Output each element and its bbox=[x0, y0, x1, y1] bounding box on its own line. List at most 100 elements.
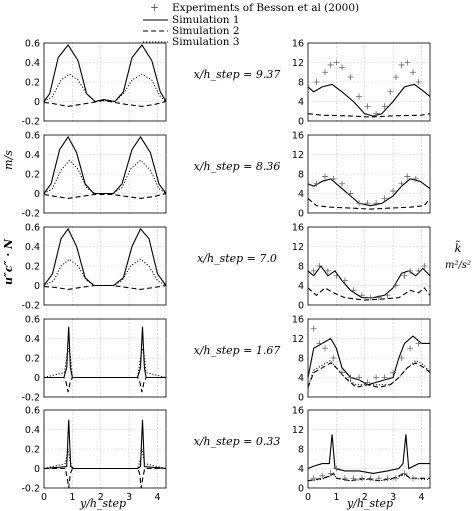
panel-frame bbox=[307, 318, 431, 398]
panel-frame bbox=[43, 409, 167, 489]
legend: + Experiments of Besson et al (2000) Sim… bbox=[143, 1, 359, 48]
experiment-point bbox=[415, 340, 422, 347]
y-tick-label: 0.4 bbox=[25, 150, 40, 161]
panel-right-1: 0 4 8 12 16 bbox=[292, 39, 431, 128]
y-tick-label: 16 bbox=[292, 131, 304, 142]
series-sim2 bbox=[43, 99, 167, 107]
experiment-point bbox=[421, 263, 428, 269]
station-label: x/h_step = 8.36 bbox=[194, 160, 281, 173]
panel-frame bbox=[43, 42, 167, 122]
experiment-point bbox=[415, 267, 422, 274]
experiment-point bbox=[404, 173, 411, 180]
experiment-point bbox=[381, 374, 388, 381]
series-sim2 bbox=[44, 467, 166, 489]
experiment-point bbox=[339, 64, 346, 71]
y-tick-label: 16 bbox=[292, 39, 304, 50]
y-tick-label: 12 bbox=[292, 425, 304, 436]
panel-right-2: 0 4 8 12 16 bbox=[292, 131, 431, 220]
experiment-point bbox=[319, 472, 326, 479]
y-tick-label: 4 bbox=[298, 464, 304, 475]
station-label: x/h_step = 7.0 bbox=[197, 252, 277, 265]
experiment-point bbox=[330, 355, 337, 361]
y-tick-label: 0.2 bbox=[25, 354, 40, 365]
series-sim3 bbox=[43, 448, 167, 469]
y-tick-label: 0 bbox=[298, 117, 304, 128]
y-tick-label: 4 bbox=[298, 281, 304, 292]
series-sim1 bbox=[43, 135, 167, 195]
series-sim2 bbox=[307, 287, 431, 301]
y-tick-label: 12 bbox=[292, 150, 304, 161]
experiment-point bbox=[339, 369, 346, 376]
experiment-point bbox=[350, 287, 357, 294]
experiment-point bbox=[356, 374, 363, 381]
y-tick-label: 12 bbox=[292, 58, 304, 69]
experiment-point bbox=[310, 325, 317, 332]
experiment-point bbox=[390, 369, 397, 376]
x-tick-label: 4 bbox=[418, 492, 424, 503]
x-tick-label: 2 bbox=[362, 492, 368, 503]
experiment-point bbox=[339, 180, 346, 187]
y-tick-label: 0 bbox=[298, 393, 304, 404]
experiment-point bbox=[333, 465, 340, 472]
y-tick-label: -0.2 bbox=[21, 117, 40, 128]
series-sim3 bbox=[43, 159, 167, 194]
panel-frame bbox=[43, 226, 167, 306]
left-yunit: m/s bbox=[2, 150, 15, 170]
y-tick-label: 8 bbox=[298, 354, 304, 365]
y-tick-label: 0.4 bbox=[25, 242, 40, 253]
x-tick-label: 1 bbox=[69, 492, 75, 503]
y-tick-label: 0 bbox=[34, 464, 40, 475]
panel-right-4: 0 4 8 12 16 bbox=[292, 315, 431, 404]
series-sim3 bbox=[43, 348, 167, 378]
y-tick-label: 0.6 bbox=[25, 406, 40, 417]
y-tick-label: 0 bbox=[298, 484, 304, 495]
y-tick-label: 8 bbox=[298, 170, 304, 181]
experiment-point bbox=[358, 292, 365, 299]
experiment-point bbox=[322, 173, 329, 180]
panel-left-5: -0.200.20.40.60 1 2 3 4 bbox=[21, 406, 167, 503]
y-tick-label: 12 bbox=[292, 334, 304, 345]
series-sim1 bbox=[43, 44, 167, 103]
experiment-point bbox=[358, 475, 365, 482]
experiment-point bbox=[398, 355, 405, 361]
experiment-point bbox=[347, 190, 354, 197]
experiment-point bbox=[412, 175, 419, 182]
experiment-point bbox=[324, 267, 331, 274]
y-tick-label: 0.6 bbox=[25, 223, 40, 234]
experiment-point bbox=[387, 88, 394, 95]
y-tick-label: 8 bbox=[298, 78, 304, 89]
y-tick-label: 0 bbox=[34, 281, 40, 292]
panel-frame bbox=[307, 226, 431, 306]
left-ylabel: u″c″ · N bbox=[2, 238, 15, 285]
right-ylabel: k̃ bbox=[455, 241, 462, 255]
y-tick-label: 16 bbox=[292, 315, 304, 326]
experiment-point bbox=[381, 195, 388, 202]
experiment-point bbox=[347, 374, 354, 381]
series-sim3 bbox=[307, 472, 430, 482]
station-label: x/h_step = 9.37 bbox=[194, 68, 281, 81]
experiment-point bbox=[310, 267, 317, 274]
experiment-point bbox=[375, 294, 382, 301]
experiment-point bbox=[364, 103, 371, 110]
experiment-point bbox=[316, 340, 323, 347]
experiment-point bbox=[327, 61, 334, 68]
legend-label-sim3: Simulation 3 bbox=[172, 36, 240, 48]
x-tick-label: 1 bbox=[333, 492, 339, 503]
experiment-point bbox=[313, 180, 320, 187]
legend-label-experiments: Experiments of Besson et al (2000) bbox=[172, 2, 359, 14]
x-tick-label: 0 bbox=[41, 492, 47, 503]
y-tick-label: 0.6 bbox=[25, 315, 40, 326]
experiment-point bbox=[392, 74, 399, 81]
experiment-point bbox=[401, 470, 408, 477]
x-tick-label: 2 bbox=[98, 492, 104, 503]
experiment-point bbox=[313, 79, 320, 85]
experiment-point bbox=[373, 110, 380, 117]
panel-frame bbox=[307, 42, 431, 122]
experiment-point bbox=[341, 475, 348, 482]
experiment-point bbox=[322, 69, 329, 76]
experiment-point bbox=[367, 475, 374, 482]
experiment-point bbox=[347, 74, 354, 81]
experiment-point bbox=[327, 470, 334, 477]
series-sim2 bbox=[43, 192, 167, 199]
